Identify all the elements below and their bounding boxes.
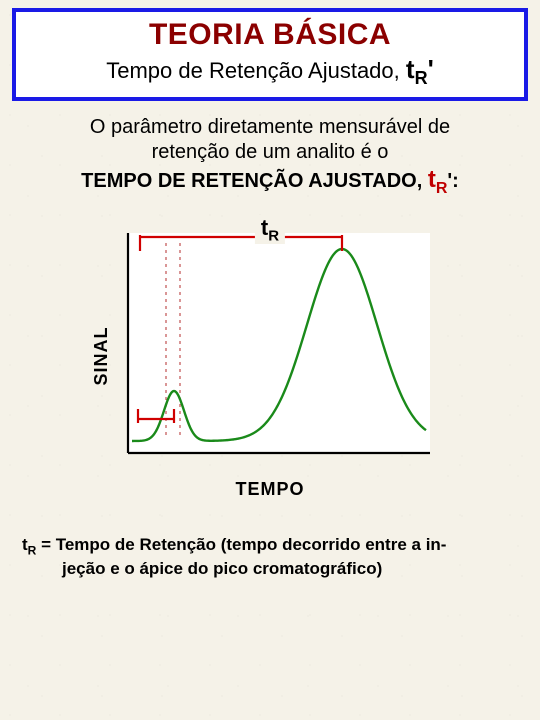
title-main: TEORIA BÁSICA xyxy=(26,18,514,52)
title-box: TEORIA BÁSICA Tempo de Retenção Ajustado… xyxy=(12,8,528,101)
title-sub-apos: ' xyxy=(428,54,434,84)
fn-p2: = Tempo de Retenção (tempo decorrido ent… xyxy=(36,535,446,554)
chart-tr-sub: R xyxy=(268,227,279,244)
chart-container: tR SINAL TEMPO xyxy=(80,213,460,500)
para-line2: retenção de um analito é o xyxy=(152,141,389,163)
chromatogram-chart xyxy=(80,213,440,473)
chart-ylabel: SINAL xyxy=(91,327,112,386)
title-sub-r: R xyxy=(415,68,428,88)
chart-tr-label: tR xyxy=(255,215,285,244)
chart-xlabel: TEMPO xyxy=(80,479,460,500)
paragraph: O parâmetro diretamente mensurável de re… xyxy=(20,115,520,199)
title-sub-prefix: Tempo de Retenção Ajustado, xyxy=(106,58,406,83)
para-line3-bold: TEMPO DE RETENÇÃO AJUSTADO, xyxy=(81,170,428,192)
para-line1: O parâmetro diretamente mensurável de xyxy=(90,116,450,138)
title-sub-t: t xyxy=(406,54,415,84)
footnote: tR = Tempo de Retenção (tempo decorrido … xyxy=(22,534,518,580)
fn-p3: jeção e o ápice do pico cromatográfico) xyxy=(22,558,518,579)
para-tr-r: R xyxy=(436,180,448,197)
para-tr-t: t xyxy=(428,166,436,193)
title-subtitle: Tempo de Retenção Ajustado, tR' xyxy=(26,54,514,89)
para-suffix: ': xyxy=(447,170,458,192)
